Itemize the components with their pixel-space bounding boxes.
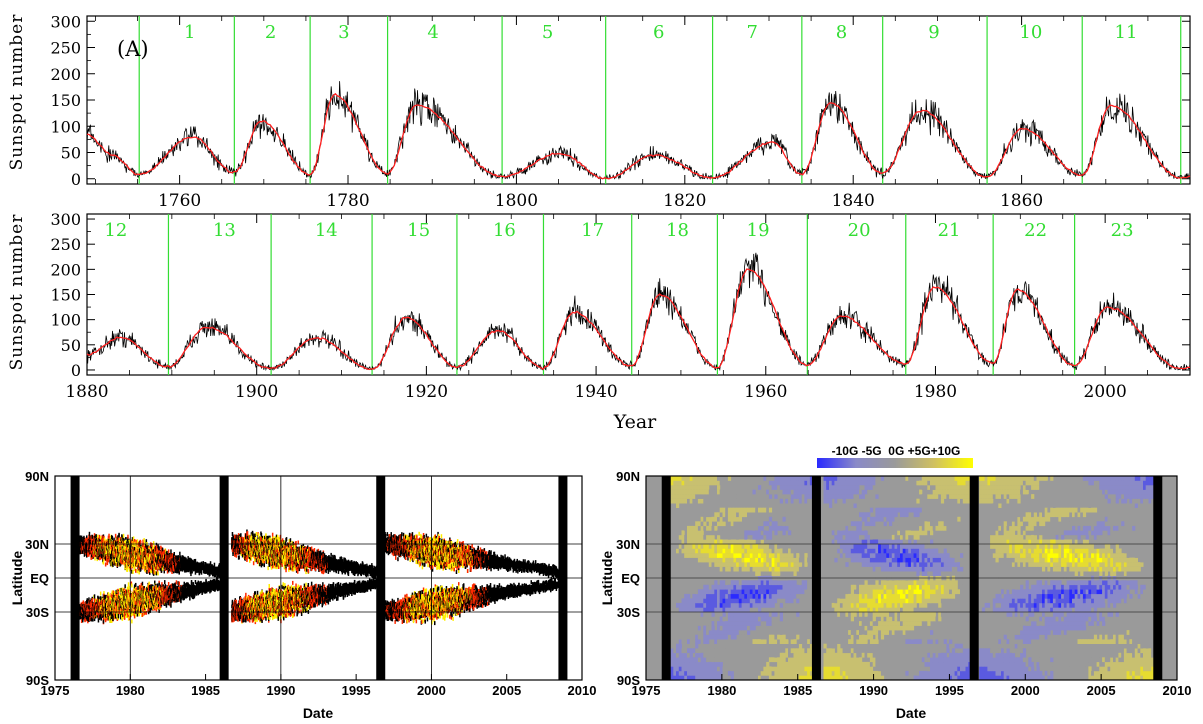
x-tick-label: 1920 [405, 382, 448, 402]
y-tick-label: 150 [50, 286, 81, 305]
x-tick-label: 1780 [326, 191, 369, 211]
y-tick-label: 50 [61, 144, 81, 163]
sunspot-upper-panel: 1 2 3 4 5 6 7 8 9 10 11 0 50 100 150 200 250 300 1760 1780 1… [50, 12, 1190, 211]
cycle-number-label: 2 [265, 22, 276, 43]
butterfly-cell [118, 533, 120, 537]
cycle-number-label: 3 [338, 22, 349, 43]
cycle-number-label: 15 [407, 220, 430, 241]
butterfly-cell [157, 571, 159, 575]
cycle-number-label: 4 [427, 22, 438, 43]
x-tick-label: 1760 [158, 191, 201, 211]
cycle-number-label: 1 [184, 22, 195, 43]
butterfly-cell [146, 570, 148, 574]
x-tick-label: 1940 [574, 382, 617, 402]
butterfly-cell [100, 592, 102, 596]
y-tick-label: 300 [50, 210, 81, 229]
y-tick-label: 150 [50, 91, 81, 110]
x-tick-label: 1820 [663, 191, 706, 211]
butterfly-cell [168, 549, 170, 553]
butterfly-cell [127, 535, 129, 539]
butterfly-cell [94, 557, 96, 561]
x-tick-label: 1900 [235, 382, 278, 402]
butterfly-cell [112, 536, 114, 540]
cycle-number-label: 20 [848, 220, 871, 241]
cycle-number-label: 18 [666, 220, 689, 241]
butterfly-cell [92, 598, 94, 602]
y-tick-label: 100 [50, 311, 81, 330]
butterfly-cell [83, 600, 85, 604]
cycle-number-label: 8 [836, 22, 847, 43]
x-tick-label: 2000 [1084, 382, 1127, 402]
butterfly-cell [170, 549, 172, 553]
y-tick-label: 300 [50, 12, 81, 31]
butterfly-cell [122, 617, 124, 621]
y-tick-label: 200 [50, 260, 81, 279]
butterfly-cell [158, 547, 160, 551]
butterfly-cell [162, 548, 164, 552]
butterfly-cell [123, 534, 125, 538]
butterfly-cell [191, 570, 193, 574]
cycle-number-label: 14 [315, 220, 338, 241]
y-tick-label: 250 [50, 235, 81, 254]
butterfly-cell [108, 558, 110, 562]
cycle-number-label: 16 [493, 220, 516, 241]
cycle-number-label: 11 [1115, 22, 1138, 43]
cycle-number-label: 13 [213, 220, 236, 241]
butterfly-cell [135, 569, 137, 573]
butterfly-cell [195, 559, 197, 563]
y-tick-label: 0 [71, 170, 81, 189]
butterfly-cell [153, 541, 155, 545]
x-tick-label: 1860 [1000, 191, 1043, 211]
cycle-number-label: 10 [1019, 22, 1042, 43]
y-tick-label: 100 [50, 117, 81, 136]
butterfly-cell [105, 618, 107, 622]
cycle-number-label: 19 [747, 220, 770, 241]
x-tick-label: 1800 [495, 191, 538, 211]
cycle-number-label: 23 [1111, 220, 1134, 241]
cycle-number-label: 17 [581, 220, 604, 241]
butterfly-cell [92, 535, 94, 539]
x-tick-label: 1840 [832, 191, 875, 211]
butterfly-cell [128, 586, 130, 590]
butterfly-cell [214, 563, 216, 567]
cycle-number-label: 22 [1024, 220, 1047, 241]
y-tick-label: 250 [50, 39, 81, 58]
cycle-number-label: 5 [542, 22, 553, 43]
x-tick-label: 1980 [914, 382, 957, 402]
cycle-number-label: 6 [653, 22, 664, 43]
cycle-number-label: 7 [746, 22, 757, 43]
butterfly-cell [94, 594, 96, 598]
x-tick-label: 1880 [65, 382, 108, 402]
butterfly-cell [105, 563, 107, 567]
butterfly-cell [128, 582, 130, 586]
butterfly-cell [124, 584, 126, 588]
x-tick-label: 1960 [744, 382, 787, 402]
butterfly-cell [179, 552, 181, 556]
butterfly-cell [174, 552, 176, 556]
cycle-number-label: 21 [938, 220, 961, 241]
cycle-number-label: 12 [104, 220, 127, 241]
y-tick-label: 200 [50, 65, 81, 84]
y-tick-label: 0 [71, 361, 81, 380]
cycle-number-label: 9 [928, 22, 939, 43]
butterfly-cell [89, 532, 91, 536]
y-tick-label: 50 [61, 336, 81, 355]
